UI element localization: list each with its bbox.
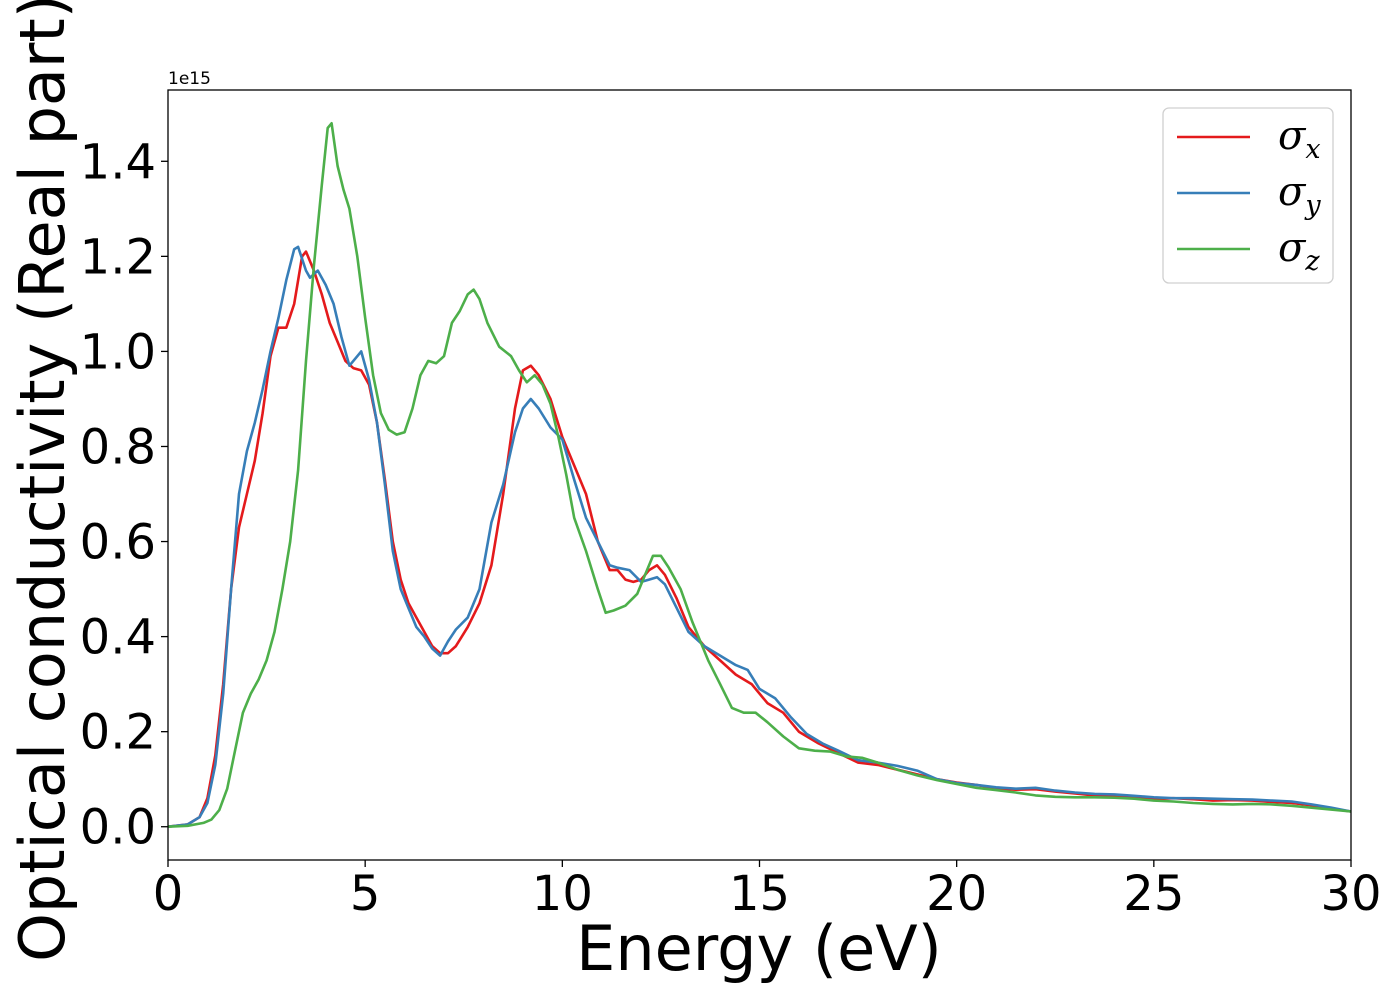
y-tick-label: 0.0 — [80, 800, 156, 856]
x-tick-label: 0 — [153, 866, 184, 922]
plot-area — [167, 122, 1352, 828]
x-tick-label: 5 — [350, 866, 381, 922]
y-tick-label: 1.2 — [80, 229, 156, 285]
y-tick-label: 0.6 — [80, 515, 156, 571]
x-tick-label: 25 — [1123, 866, 1184, 922]
x-tick-label: 10 — [532, 866, 593, 922]
legend-frame — [1162, 107, 1334, 284]
y-offset-label: 1e15 — [168, 69, 211, 89]
x-axis: 0 5 10 15 20 25 30 — [153, 860, 1382, 922]
legend-label-y: σy — [1278, 169, 1321, 221]
x-tick-label: 20 — [926, 866, 987, 922]
y-tick-label: 0.8 — [80, 419, 156, 475]
y-tick-label: 0.4 — [80, 610, 156, 666]
legend-label-x: σx — [1278, 113, 1321, 165]
y-tick-label: 1.4 — [80, 134, 156, 190]
x-axis-title: Energy (eV) — [576, 912, 942, 985]
y-tick-label: 1.0 — [80, 324, 156, 380]
x-tick-label: 30 — [1320, 866, 1381, 922]
series-line-y — [167, 245, 1352, 828]
y-axis: 0.0 0.2 0.4 0.6 0.8 1.0 1.2 1.4 — [80, 134, 168, 856]
y-tick-label: 0.2 — [80, 705, 156, 761]
series-line-z — [167, 122, 1352, 828]
legend-label-z: σz — [1278, 225, 1320, 277]
x-tick-label: 15 — [729, 866, 790, 922]
y-axis-title: Optical conductivity (Real part) — [6, 0, 79, 962]
